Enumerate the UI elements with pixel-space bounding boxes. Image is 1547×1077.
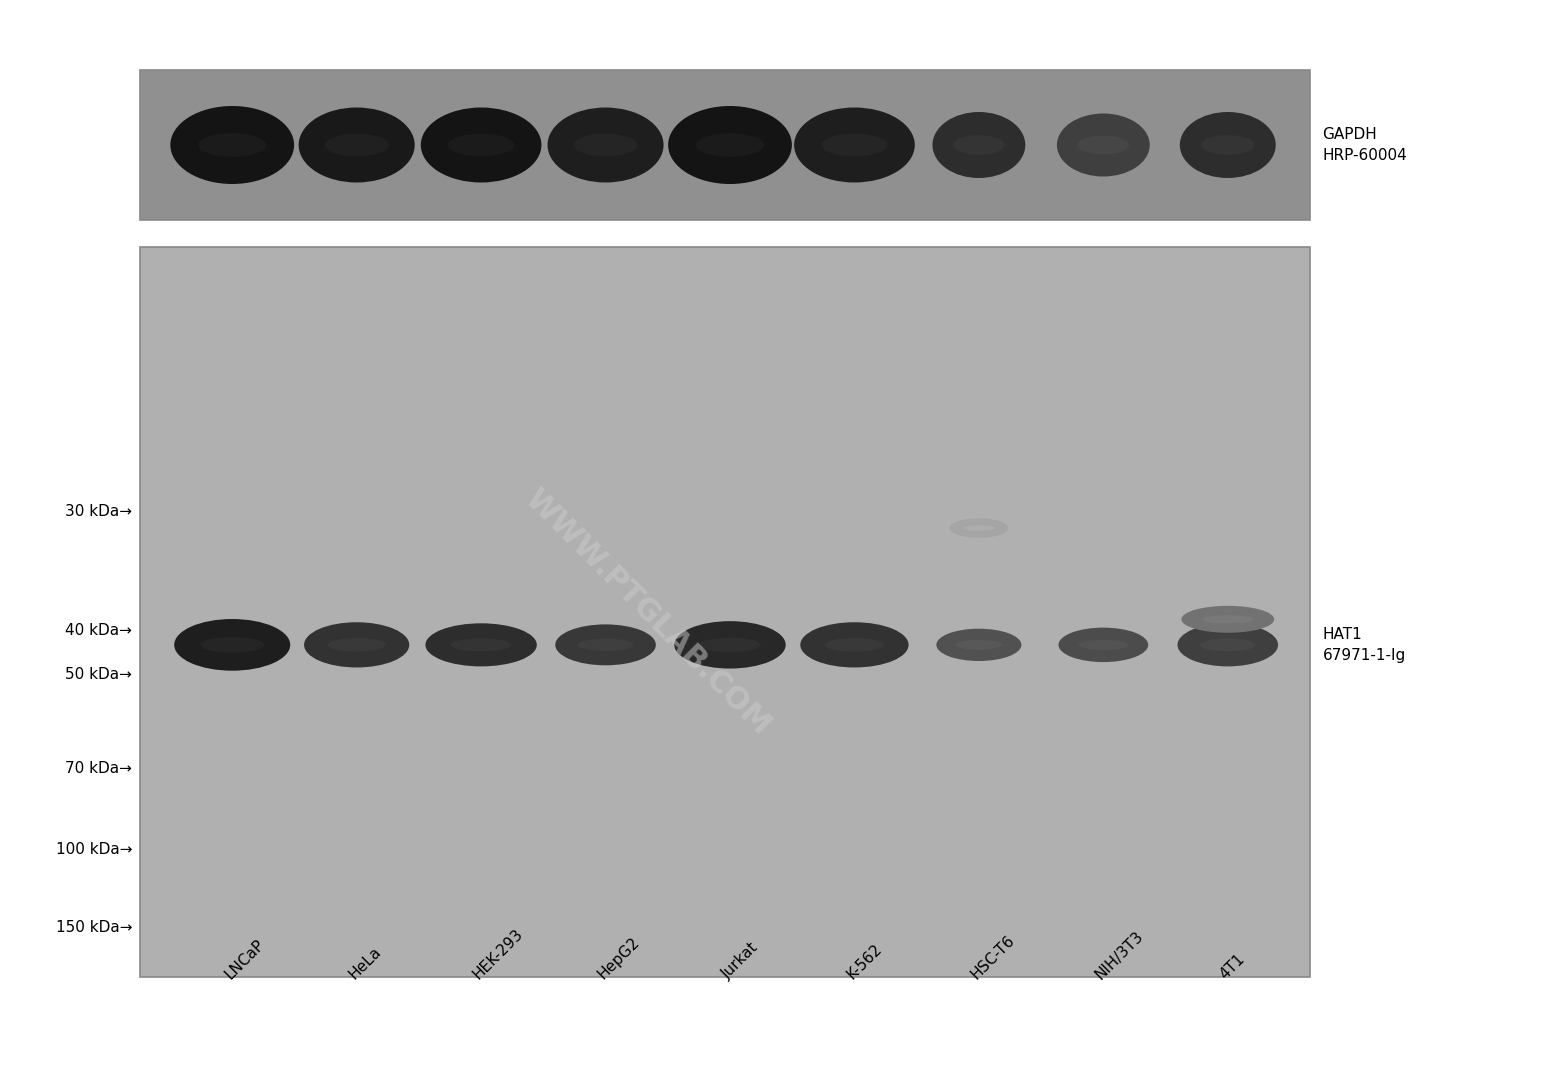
Ellipse shape xyxy=(450,639,512,652)
Ellipse shape xyxy=(1078,136,1129,154)
Bar xyxy=(139,70,1310,220)
Ellipse shape xyxy=(821,134,888,156)
Text: 100 kDa→: 100 kDa→ xyxy=(56,842,131,856)
Text: HAT1
67971-1-Ig: HAT1 67971-1-Ig xyxy=(1323,627,1406,662)
Ellipse shape xyxy=(548,108,664,182)
Ellipse shape xyxy=(449,134,514,156)
Text: HepG2: HepG2 xyxy=(596,935,642,982)
Ellipse shape xyxy=(574,134,637,156)
Ellipse shape xyxy=(325,134,388,156)
Ellipse shape xyxy=(668,106,792,184)
Ellipse shape xyxy=(1078,640,1128,651)
Ellipse shape xyxy=(1180,112,1276,178)
Text: HeLa: HeLa xyxy=(347,945,384,982)
Text: 30 kDa→: 30 kDa→ xyxy=(65,504,131,519)
Ellipse shape xyxy=(299,108,415,182)
Text: 150 kDa→: 150 kDa→ xyxy=(56,920,131,935)
Ellipse shape xyxy=(305,623,410,668)
Text: 50 kDa→: 50 kDa→ xyxy=(65,667,131,682)
Text: Jurkat: Jurkat xyxy=(719,940,761,982)
Ellipse shape xyxy=(953,135,1004,155)
Ellipse shape xyxy=(1202,615,1253,624)
Text: 70 kDa→: 70 kDa→ xyxy=(65,761,131,777)
Ellipse shape xyxy=(1200,639,1256,652)
Ellipse shape xyxy=(1202,135,1255,155)
Ellipse shape xyxy=(1057,113,1149,177)
Ellipse shape xyxy=(1182,606,1275,633)
Text: NIH/3T3: NIH/3T3 xyxy=(1092,928,1146,982)
Ellipse shape xyxy=(175,619,291,671)
Text: HSC-T6: HSC-T6 xyxy=(968,933,1018,982)
Ellipse shape xyxy=(579,639,633,651)
Ellipse shape xyxy=(956,640,1002,649)
Ellipse shape xyxy=(170,106,294,184)
Text: LNCaP: LNCaP xyxy=(221,937,268,982)
Ellipse shape xyxy=(825,638,885,652)
Text: WWW.PTGLAB.COM: WWW.PTGLAB.COM xyxy=(520,484,777,741)
Ellipse shape xyxy=(198,134,266,156)
Ellipse shape xyxy=(936,629,1021,661)
Ellipse shape xyxy=(699,638,761,652)
Ellipse shape xyxy=(933,112,1026,178)
Ellipse shape xyxy=(962,526,995,531)
Ellipse shape xyxy=(950,518,1009,537)
Text: HEK-293: HEK-293 xyxy=(470,926,526,982)
Ellipse shape xyxy=(800,623,908,668)
Ellipse shape xyxy=(555,625,656,666)
Ellipse shape xyxy=(1058,628,1148,662)
Ellipse shape xyxy=(674,621,786,669)
Text: 4T1: 4T1 xyxy=(1217,952,1248,982)
Text: K-562: K-562 xyxy=(843,941,885,982)
Ellipse shape xyxy=(421,108,541,182)
Ellipse shape xyxy=(328,638,385,652)
Ellipse shape xyxy=(696,134,764,156)
Text: GAPDH
HRP-60004: GAPDH HRP-60004 xyxy=(1323,127,1408,163)
Ellipse shape xyxy=(794,108,914,182)
Ellipse shape xyxy=(1177,624,1278,667)
Text: 40 kDa→: 40 kDa→ xyxy=(65,623,131,638)
Ellipse shape xyxy=(200,638,265,653)
Ellipse shape xyxy=(425,624,537,667)
Bar xyxy=(139,247,1310,977)
